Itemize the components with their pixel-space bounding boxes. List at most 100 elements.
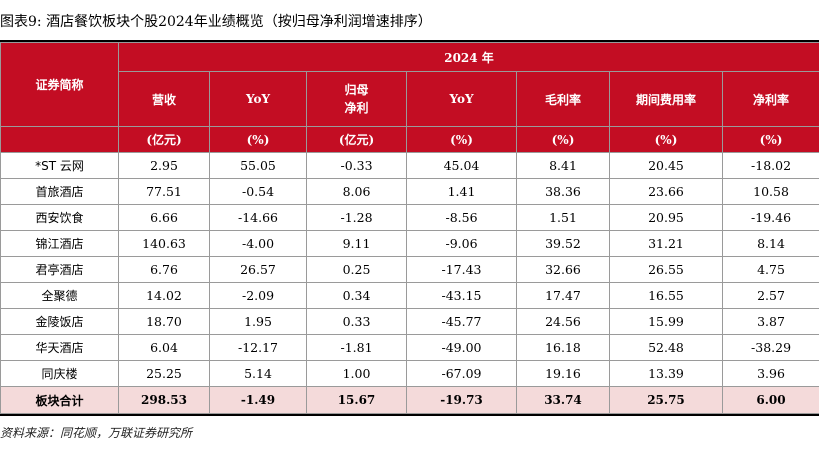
value-cell: 0.25 (306, 256, 407, 283)
unit-revenue: (亿元) (118, 126, 210, 153)
value-cell: 8.41 (516, 152, 610, 179)
security-name-cell: 同庆楼 (0, 360, 119, 387)
value-cell: -19.73 (406, 386, 517, 414)
header-gross-margin: 毛利率 (516, 71, 610, 127)
value-cell: -14.66 (209, 204, 307, 231)
value-cell: 45.04 (406, 152, 517, 179)
value-cell: 31.21 (609, 230, 723, 257)
value-cell: 0.33 (306, 308, 407, 335)
value-cell: -49.00 (406, 334, 517, 361)
value-cell: 13.39 (609, 360, 723, 387)
value-cell: 3.96 (721, 360, 819, 387)
value-cell: -1.49 (209, 386, 307, 414)
value-cell: 18.70 (118, 308, 210, 335)
unit-net-margin: (%) (721, 126, 819, 153)
value-cell: 3.87 (721, 308, 819, 335)
value-cell: 0.34 (306, 282, 407, 309)
value-cell: 4.75 (721, 256, 819, 283)
value-cell: -67.09 (406, 360, 517, 387)
value-cell: 38.36 (516, 178, 610, 205)
security-name-cell: 金陵饭店 (0, 308, 119, 335)
value-cell: 55.05 (209, 152, 307, 179)
security-name-cell: 华天酒店 (0, 334, 119, 361)
value-cell: 25.25 (118, 360, 210, 387)
value-cell: 26.55 (609, 256, 723, 283)
value-cell: -45.77 (406, 308, 517, 335)
unit-revenue-yoy: (%) (209, 126, 307, 153)
value-cell: 17.47 (516, 282, 610, 309)
value-cell: 1.95 (209, 308, 307, 335)
value-cell: 6.76 (118, 256, 210, 283)
header-net-profit: 归母 净利 (306, 71, 407, 127)
value-cell: -19.46 (721, 204, 819, 231)
value-cell: -18.02 (721, 152, 819, 179)
source-note: 资料来源：同花顺，万联证券研究所 (0, 426, 193, 440)
table-row: 全聚德 14.02 -2.09 0.34 -43.15 17.47 16.55 2.57 (0, 282, 819, 309)
table-row: 君亭酒店 6.76 26.57 0.25 -17.43 32.66 26.55 4.75 (0, 256, 819, 283)
bottom-rule (0, 414, 819, 416)
value-cell: 26.57 (209, 256, 307, 283)
value-cell: 16.55 (609, 282, 723, 309)
value-cell: 20.95 (609, 204, 723, 231)
value-cell: 6.00 (721, 386, 819, 414)
value-cell: 39.52 (516, 230, 610, 257)
value-cell: 2.95 (118, 152, 210, 179)
value-cell: 140.63 (118, 230, 210, 257)
value-cell: 16.18 (516, 334, 610, 361)
results-table: 证券简称 2024 年 营收 YoY 归母 净利 YoY 毛利率 期间费用率 净… (0, 42, 819, 414)
header-net-margin: 净利率 (721, 71, 819, 127)
value-cell: 10.58 (721, 178, 819, 205)
value-cell: -1.28 (306, 204, 407, 231)
header-year: 2024 年 (117, 42, 819, 72)
security-name-cell: 首旅酒店 (0, 178, 119, 205)
value-cell: 1.41 (406, 178, 517, 205)
value-cell: -2.09 (209, 282, 307, 309)
value-cell: -8.56 (406, 204, 517, 231)
table-row: 金陵饭店 18.70 1.95 0.33 -45.77 24.56 15.99 3.87 (0, 308, 819, 335)
value-cell: 19.16 (516, 360, 610, 387)
table-row: 锦江酒店 140.63 -4.00 9.11 -9.06 39.52 31.21 8.14 (0, 230, 819, 257)
header-revenue-yoy: YoY (209, 71, 307, 127)
value-cell: -17.43 (406, 256, 517, 283)
value-cell: -43.15 (406, 282, 517, 309)
value-cell: 5.14 (209, 360, 307, 387)
security-name-cell: 君亭酒店 (0, 256, 119, 283)
value-cell: -4.00 (209, 230, 307, 257)
value-cell: 14.02 (118, 282, 210, 309)
top-rule (0, 40, 819, 42)
security-name-cell: 板块合计 (0, 386, 119, 414)
value-cell: 1.00 (306, 360, 407, 387)
value-cell: -0.33 (306, 152, 407, 179)
unit-net-profit: (亿元) (306, 126, 407, 153)
value-cell: 32.66 (516, 256, 610, 283)
value-cell: 298.53 (118, 386, 210, 414)
security-name-cell: 锦江酒店 (0, 230, 119, 257)
value-cell: 2.57 (721, 282, 819, 309)
header-net-profit-line2: 净利 (344, 101, 369, 115)
table-caption: 图表9: 酒店餐饮板块个股2024年业绩概览（按归母净利润增速排序） (0, 14, 432, 30)
unit-net-profit-yoy: (%) (406, 126, 517, 153)
table-row: *ST 云网 2.95 55.05 -0.33 45.04 8.41 20.45 -18.02 (0, 152, 819, 179)
value-cell: 20.45 (609, 152, 723, 179)
value-cell: 15.67 (306, 386, 407, 414)
security-name-cell: 西安饮食 (0, 204, 119, 231)
table-row: 同庆楼 25.25 5.14 1.00 -67.09 19.16 13.39 3.96 (0, 360, 819, 387)
value-cell: 8.14 (721, 230, 819, 257)
table-row: 首旅酒店 77.51 -0.54 8.06 1.41 38.36 23.66 10.58 (0, 178, 819, 205)
value-cell: -9.06 (406, 230, 517, 257)
value-cell: 1.51 (516, 204, 610, 231)
value-cell: -1.81 (306, 334, 407, 361)
header-unit-blank (0, 126, 119, 153)
value-cell: 24.56 (516, 308, 610, 335)
unit-gross-margin: (%) (516, 126, 610, 153)
value-cell: 9.11 (306, 230, 407, 257)
value-cell: 23.66 (609, 178, 723, 205)
security-name-cell: *ST 云网 (0, 152, 119, 179)
value-cell: 33.74 (516, 386, 610, 414)
value-cell: 15.99 (609, 308, 723, 335)
value-cell: 25.75 (609, 386, 723, 414)
value-cell: -0.54 (209, 178, 307, 205)
header-security-name: 证券简称 (0, 42, 119, 127)
value-cell: 6.66 (118, 204, 210, 231)
table-row: 西安饮食 6.66 -14.66 -1.28 -8.56 1.51 20.95 -19.46 (0, 204, 819, 231)
